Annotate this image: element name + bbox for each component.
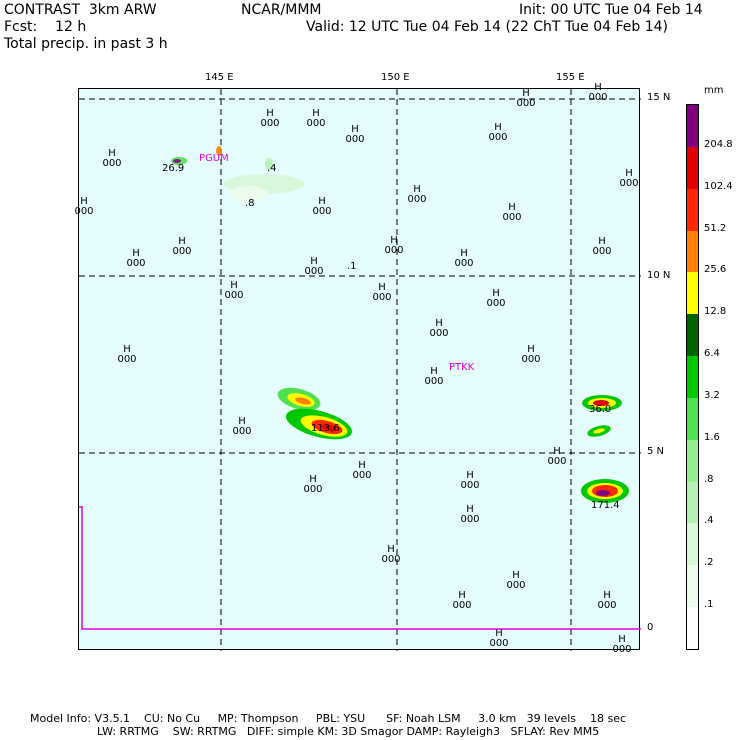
footer-model-info-2: LW: RRTMG SW: RRTMG DIFF: simple KM: 3D …: [97, 725, 600, 738]
legend-level-label: .4: [704, 515, 714, 527]
legend-level-label: 6.4: [704, 348, 720, 360]
legend-level-label: 1.6: [704, 431, 720, 443]
valid-time: Valid: 12 UTC Tue 04 Feb 14 (22 ChT Tue …: [306, 19, 669, 35]
legend-level-label: .8: [704, 473, 714, 485]
domain-boundary: [79, 506, 641, 630]
pressure-marker: H 000: [429, 318, 449, 339]
pressure-marker: H 000: [304, 256, 324, 277]
precip-value-label: 26.9: [162, 163, 185, 174]
legend-swatch: [687, 607, 698, 649]
legend-swatch: [687, 272, 698, 315]
pressure-marker: H 000: [502, 202, 522, 223]
legend-swatch: [687, 314, 698, 357]
lat-tick-0: 0: [647, 622, 654, 633]
lat-tick-15n: 15 N: [647, 92, 671, 103]
legend-level-label: 102.4: [704, 180, 733, 192]
pressure-marker: H 000: [588, 82, 608, 103]
legend-swatch: [687, 188, 698, 231]
lat-tick-10n: 10 N: [647, 270, 671, 281]
legend-level-label: .1: [704, 599, 714, 611]
precip-value-label: .1: [347, 261, 357, 272]
legend-level-label: 204.8: [704, 138, 733, 150]
center-title: NCAR/MMM: [241, 2, 322, 18]
pressure-marker: H 000: [547, 446, 567, 467]
pressure-marker: H 000: [454, 248, 474, 269]
legend-unit: mm: [704, 85, 724, 96]
pressure-marker: H 000: [306, 108, 326, 129]
legend-swatch: [687, 523, 698, 566]
precip-guam: [171, 146, 304, 202]
lon-tick-155: 155 E: [556, 72, 585, 83]
pressure-marker: H 000: [345, 124, 365, 145]
legend-level-label: .2: [704, 557, 714, 569]
forecast-hour: Fcst: 12 h: [4, 19, 87, 35]
precip-value-label: .8: [245, 198, 255, 209]
precip-value-label: 113.6: [311, 423, 340, 434]
pressure-marker: H 000: [352, 460, 372, 481]
pressure-marker: H 000: [117, 344, 137, 365]
pressure-marker: H 000: [303, 474, 323, 495]
pressure-marker: H 000: [521, 344, 541, 365]
pressure-marker: H 000: [619, 168, 639, 189]
pressure-marker: H 000: [516, 88, 536, 109]
legend-swatch: [687, 397, 698, 440]
pressure-marker: H 000: [74, 196, 94, 217]
legend-level-label: 12.8: [704, 306, 727, 318]
precip-value-label: 171.4: [591, 500, 620, 511]
legend-swatch: [687, 230, 698, 273]
pressure-marker: H 000: [506, 570, 526, 591]
pressure-marker: H 000: [384, 235, 404, 256]
legend-swatch: [687, 565, 698, 608]
pressure-marker: H 000: [126, 248, 146, 269]
init-time: Init: 00 UTC Tue 04 Feb 14: [519, 2, 703, 18]
station-ptkk: PTKK: [449, 362, 475, 373]
pressure-marker: H 000: [312, 196, 332, 217]
pressure-marker: H 000: [172, 236, 192, 257]
pressure-marker: H 000: [597, 590, 617, 611]
graticule: [79, 89, 641, 651]
pressure-marker: H 000: [460, 470, 480, 491]
legend-level-label: 3.2: [704, 389, 720, 401]
pressure-marker: H 000: [592, 236, 612, 257]
legend-level-label: 51.2: [704, 222, 727, 234]
map-canvas: [79, 89, 641, 651]
pressure-marker: H 000: [407, 184, 427, 205]
lat-tick-5n: 5 N: [647, 446, 665, 457]
pressure-marker: H 000: [488, 122, 508, 143]
legend-swatch: [687, 146, 698, 189]
pressure-marker: H 000: [452, 590, 472, 611]
pressure-marker: H 000: [102, 148, 122, 169]
pressure-marker: H 000: [612, 634, 632, 655]
map-panel: PGUM PTKK 26.9 .4 .8 .1 113.6 36.0 171.4…: [74, 83, 641, 655]
lon-tick-145: 145 E: [205, 72, 234, 83]
legend-level-label: 25.6: [704, 264, 727, 276]
precip-storm-central: [277, 387, 353, 440]
precip-storm-east-north: [582, 395, 622, 437]
pressure-marker: H 000: [372, 282, 392, 303]
model-title: CONTRAST 3km ARW: [4, 2, 157, 18]
legend-swatch: [687, 439, 698, 482]
precip-storm-east-south: [581, 479, 629, 503]
pressure-marker: H 000: [486, 288, 506, 309]
field-name: Total precip. in past 3 h: [4, 36, 168, 52]
station-pgum: PGUM: [199, 153, 229, 164]
legend-swatch: [687, 105, 698, 147]
pressure-marker: H 000: [260, 108, 280, 129]
pressure-marker: H 000: [232, 416, 252, 437]
pressure-marker: H 000: [424, 366, 444, 387]
precip-value-label: 36.0: [589, 404, 612, 415]
precip-value-label: .4: [267, 163, 277, 174]
legend-swatch: [687, 356, 698, 398]
legend-swatch: [687, 481, 698, 524]
color-legend: [686, 104, 699, 650]
pressure-marker: H 000: [224, 280, 244, 301]
pressure-marker: H 000: [489, 628, 509, 649]
footer-model-info-1: Model Info: V3.5.1 CU: No Cu MP: Thompso…: [30, 712, 627, 725]
lon-tick-150: 150 E: [381, 72, 410, 83]
pressure-marker: H 000: [381, 544, 401, 565]
pressure-marker: H 000: [460, 504, 480, 525]
